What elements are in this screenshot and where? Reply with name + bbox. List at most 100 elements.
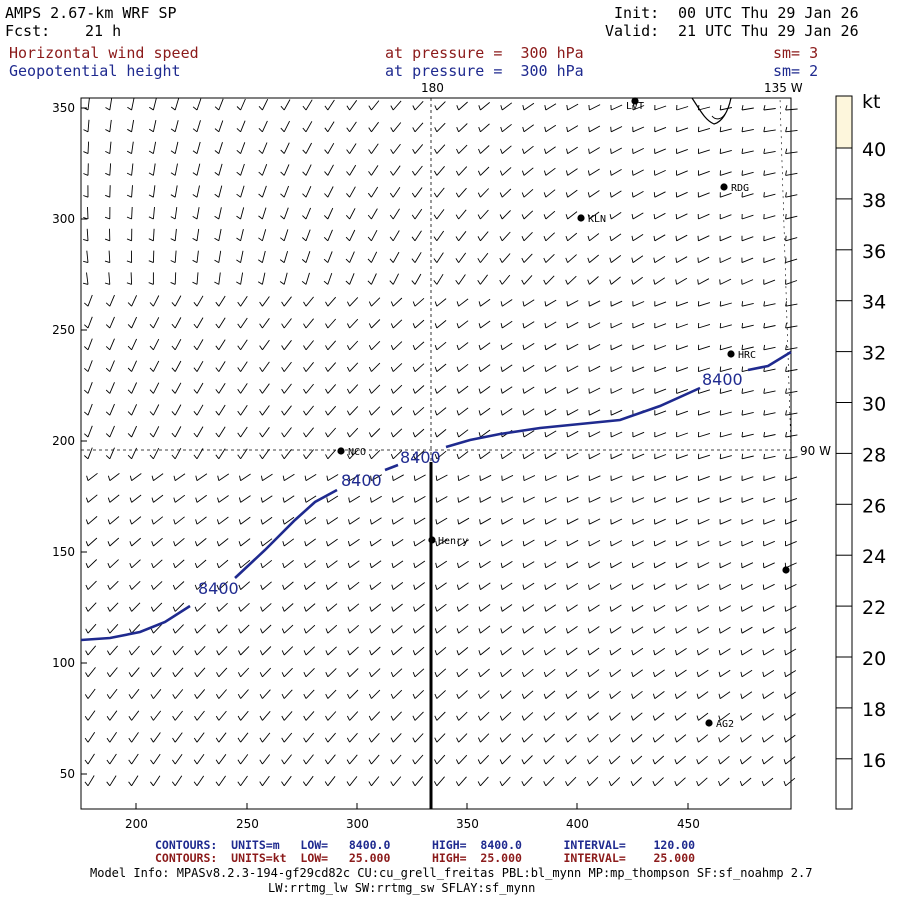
wind-barb — [281, 689, 293, 699]
wind-barb — [170, 120, 179, 133]
wind-barb — [697, 583, 710, 590]
wind-barb — [632, 126, 645, 133]
wind-barb — [281, 405, 292, 416]
wind-barb — [170, 207, 178, 220]
wind-barb — [434, 711, 446, 721]
wind-barb — [763, 257, 776, 264]
wind-barb — [83, 163, 89, 176]
wind-barb — [479, 474, 492, 482]
x-tick-label: 300 — [346, 817, 369, 831]
wind-barb — [105, 185, 111, 198]
wind-barb — [478, 582, 491, 590]
colorbar-label: 36 — [862, 241, 886, 263]
wind-barb — [610, 300, 623, 307]
wind-barb — [741, 410, 754, 416]
fcst-value: 21 h — [85, 22, 122, 40]
wind-barb — [653, 647, 666, 656]
wind-barb — [346, 776, 358, 787]
wind-barb — [281, 318, 292, 329]
wind-barb — [477, 252, 489, 263]
wind-barb — [368, 384, 381, 394]
wind-barb — [412, 646, 425, 656]
wind-barb — [84, 294, 93, 307]
wind-barb — [543, 189, 556, 198]
wind-barb — [172, 667, 184, 678]
wind-barb — [456, 429, 469, 438]
wind-barb — [477, 274, 488, 285]
wind-barb — [588, 343, 601, 351]
wind-barb — [675, 605, 688, 612]
wind-barb — [215, 317, 226, 329]
wind-barb — [632, 388, 645, 394]
wind-barb — [215, 295, 226, 307]
wind-barb — [105, 141, 112, 155]
wind-barb — [129, 537, 141, 547]
colorbar-label: 40 — [862, 139, 886, 161]
wind-barb — [369, 517, 382, 525]
wind-barb — [631, 647, 644, 656]
footer-contours-wind: CONTOURS: UNITS=kt LOW= 25.000 HIGH= 25.… — [155, 851, 696, 865]
wind-barb — [193, 426, 204, 438]
wind-barb — [347, 560, 360, 569]
wind-barb — [565, 776, 577, 787]
wind-barb — [478, 364, 491, 372]
wind-barb — [149, 338, 160, 351]
wind-barb — [390, 165, 401, 176]
wind-barb — [566, 475, 579, 482]
init-value: 00 UTC Thu 29 Jan 26 — [678, 4, 859, 22]
wind-barb — [237, 383, 248, 394]
wind-barb — [434, 385, 447, 394]
wind-barb — [367, 229, 378, 242]
wind-barb — [238, 538, 251, 547]
wind-barb — [676, 410, 689, 416]
wind-barb — [83, 250, 89, 264]
wind-barb — [325, 668, 337, 678]
wind-barb — [303, 689, 315, 699]
wind-barb — [719, 388, 732, 394]
wind-barb — [455, 274, 466, 285]
wind-barb — [83, 185, 89, 198]
wind-barb — [107, 473, 120, 481]
wind-barb — [216, 581, 229, 590]
wind-barb — [107, 623, 119, 634]
wind-barb — [500, 690, 512, 699]
wind-barb — [610, 518, 623, 525]
wind-barb — [370, 474, 383, 481]
wind-barb — [740, 605, 753, 612]
wind-barb — [302, 121, 313, 133]
wind-barb — [326, 538, 338, 547]
wind-barb — [719, 344, 732, 351]
wind-barbs — [82, 98, 798, 787]
wind-barb — [149, 382, 160, 394]
wind-barb — [697, 366, 711, 373]
wind-barb — [390, 100, 402, 111]
wind-barb — [521, 253, 533, 263]
wind-barb — [413, 474, 426, 481]
wind-barb — [368, 297, 381, 307]
wind-barb — [697, 431, 711, 438]
wind-barb — [434, 690, 446, 699]
wind-barb — [412, 165, 423, 176]
wind-barb — [193, 732, 205, 743]
wind-barb — [719, 192, 732, 198]
wind-barb — [412, 625, 425, 634]
wind-barb — [236, 163, 245, 176]
wind-barb — [238, 516, 251, 525]
wind-barb — [368, 100, 380, 111]
wind-barb — [390, 428, 403, 438]
wind-barb — [719, 497, 732, 503]
wind-barb — [565, 647, 578, 656]
wind-barb — [193, 382, 204, 394]
wind-barb — [148, 141, 157, 154]
wind-barb — [676, 453, 689, 460]
wind-barb — [785, 105, 798, 111]
wind-barb — [346, 100, 358, 111]
wind-barb — [763, 323, 776, 329]
wind-barb — [718, 777, 730, 787]
wind-barb — [783, 713, 796, 721]
wind-barb — [588, 147, 600, 154]
wind-barb — [391, 603, 403, 612]
wind-barb — [129, 494, 142, 503]
wind-barb — [522, 124, 534, 133]
wind-barb — [763, 301, 776, 307]
